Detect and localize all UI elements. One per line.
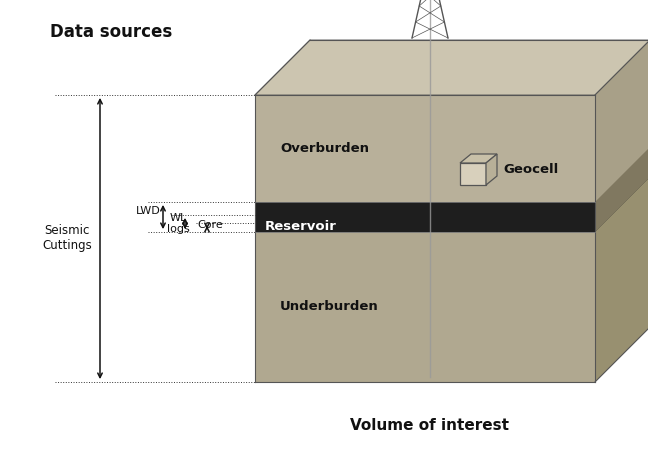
Text: WL
logs: WL logs [167,213,189,234]
Text: Reservoir: Reservoir [265,220,337,233]
Polygon shape [595,40,648,382]
Text: LWD: LWD [135,206,160,216]
Polygon shape [486,154,497,185]
Polygon shape [255,232,595,382]
Text: Data sources: Data sources [50,23,172,41]
Polygon shape [255,40,648,95]
Text: Geocell: Geocell [503,163,558,176]
Polygon shape [255,202,595,232]
Polygon shape [460,154,497,163]
Polygon shape [255,95,595,202]
Text: Underburden: Underburden [280,301,378,314]
Polygon shape [255,202,595,232]
Text: Volume of interest: Volume of interest [351,418,509,432]
Text: Core: Core [197,220,223,230]
Text: Overburden: Overburden [280,142,369,155]
Text: Seismic
Cuttings: Seismic Cuttings [42,225,92,252]
Polygon shape [595,40,648,202]
Polygon shape [460,163,486,185]
Polygon shape [595,177,648,382]
Polygon shape [595,177,648,237]
Polygon shape [595,147,648,232]
